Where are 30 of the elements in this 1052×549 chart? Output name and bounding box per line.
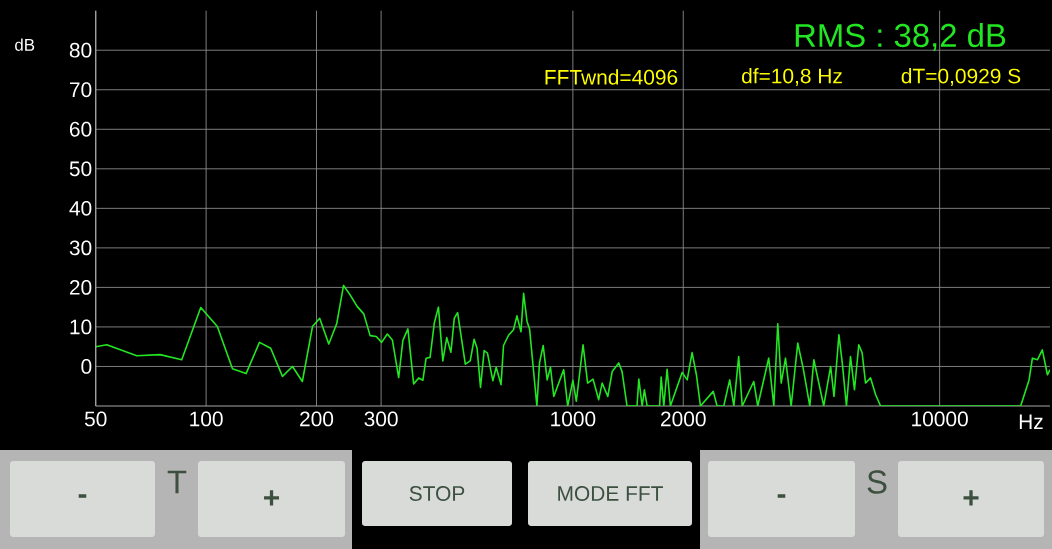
text: MODE FFT xyxy=(558,486,663,501)
x-tick-label: 2000 xyxy=(661,411,706,427)
x-tick-label: 50 xyxy=(84,411,107,427)
annotation: RMS : 38,2 dB xyxy=(795,22,1006,52)
text: S xyxy=(867,470,887,494)
text: + xyxy=(264,490,280,506)
x-tick-label: 10000 xyxy=(912,411,968,427)
y-tick-label: 60 xyxy=(69,121,92,137)
y-tick-label: 80 xyxy=(69,42,92,58)
text: - xyxy=(78,494,87,498)
x-tick-label: 200 xyxy=(300,411,334,427)
annotation: FFTwnd=4096 xyxy=(545,69,678,85)
y-tick-label: 50 xyxy=(69,161,92,177)
y-tick-label: 70 xyxy=(70,82,92,98)
y-tick-label: 30 xyxy=(69,240,92,256)
x-tick-label: 1000 xyxy=(551,411,596,427)
x-tick-label: 100 xyxy=(190,411,223,427)
x-tick-label: 300 xyxy=(364,411,398,427)
annotation: df=10,8 Hz xyxy=(742,68,842,86)
annotation: dT=0,0929 S xyxy=(901,68,1021,86)
y-tick-label: 10 xyxy=(70,319,92,335)
text: T xyxy=(167,470,187,494)
y-tick-label: 40 xyxy=(69,200,92,216)
text: + xyxy=(963,490,979,506)
x-axis-title: Hz xyxy=(1019,414,1043,429)
y-tick-label: 0 xyxy=(81,359,92,374)
y-axis-title: dB xyxy=(15,38,35,51)
text: STOP xyxy=(409,486,465,501)
text: - xyxy=(777,494,786,498)
y-tick-label: 20 xyxy=(69,280,92,295)
